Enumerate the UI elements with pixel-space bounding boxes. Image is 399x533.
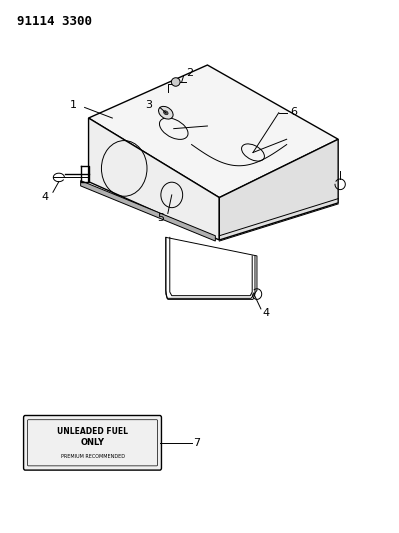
Text: 5: 5 (157, 213, 164, 223)
Text: ONLY: ONLY (81, 438, 105, 447)
Text: 4: 4 (263, 308, 270, 318)
Polygon shape (89, 118, 219, 240)
Text: 1: 1 (70, 100, 77, 110)
Ellipse shape (158, 107, 173, 119)
Text: 7: 7 (194, 438, 201, 448)
Ellipse shape (164, 111, 168, 115)
Text: 91114 3300: 91114 3300 (17, 14, 92, 28)
Polygon shape (219, 139, 338, 240)
Polygon shape (89, 65, 338, 198)
Text: UNLEADED FUEL: UNLEADED FUEL (57, 427, 128, 435)
Text: 2: 2 (186, 69, 193, 78)
FancyBboxPatch shape (24, 416, 162, 470)
Text: 6: 6 (290, 107, 298, 117)
Text: 4: 4 (42, 191, 49, 201)
Text: PREMIUM RECOMMENDED: PREMIUM RECOMMENDED (61, 455, 124, 459)
Ellipse shape (171, 78, 180, 86)
Polygon shape (81, 181, 215, 241)
Text: 3: 3 (145, 100, 152, 110)
